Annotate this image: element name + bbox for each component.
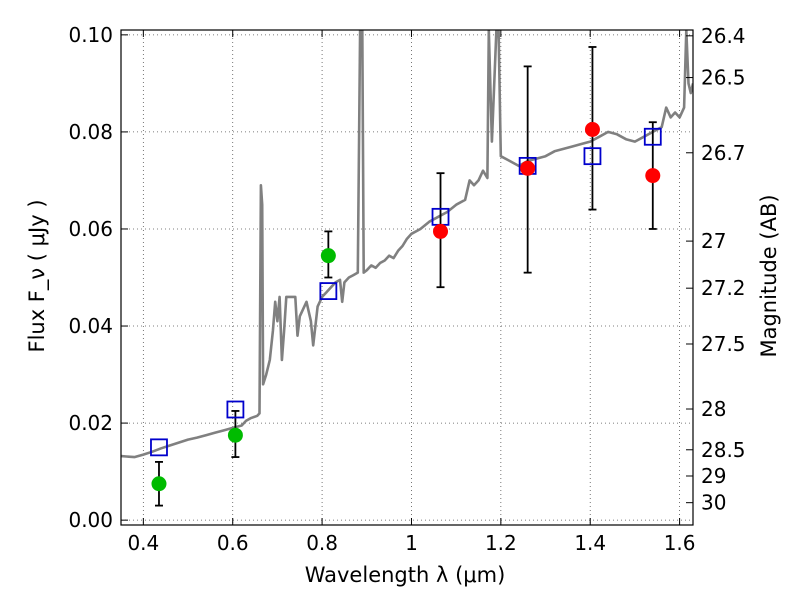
model-square-marker [319,282,338,300]
x-tick-label: 1.2 [485,531,517,555]
tick-labels: 0.4 0.6 0.8 1 1.2 1.4 1.6 0.00 0.02 0.04 0.06 0.08 0… [68,23,745,555]
tick-marks [121,30,693,525]
y-tick-label: 0.02 [68,411,113,435]
mag-tick-label: 26.4 [701,24,746,48]
x-tick-label: 0.8 [306,531,338,555]
mag-tick-label: 27.2 [701,276,746,300]
y-tick-label: 0.04 [68,314,113,338]
mag-tick-label: 26.7 [701,141,746,165]
observed-point-marker [227,427,243,443]
mag-tick-label: 27 [701,229,726,253]
mag-tick-label: 28.5 [701,438,746,462]
observed-point-marker [645,168,661,184]
y-axis-label-left: Flux F_ν ( μJy ) [25,199,50,352]
y-tick-label: 0.10 [68,23,113,47]
x-tick-label: 1.4 [574,531,606,555]
y-tick-label: 0.00 [68,508,113,532]
model-square-marker [583,147,602,166]
mag-tick-label: 29 [701,464,726,488]
grid-lines [121,30,693,525]
markers-layer [150,46,662,507]
x-tick-label: 0.4 [127,531,159,555]
mag-tick-label: 28 [701,397,726,421]
model-square-marker [226,400,245,419]
y-tick-label: 0.08 [68,120,113,144]
observed-point-marker [320,248,336,264]
x-axis-label: Wavelength λ (μm) [305,563,506,587]
y-axis-label-right: Magnitude (AB) [757,194,781,357]
mag-tick-label: 30 [701,491,726,515]
spectrum-line [121,30,693,459]
x-tick-label: 1.6 [664,531,696,555]
observed-point-marker [584,121,600,137]
y-tick-label: 0.06 [68,217,113,241]
x-tick-label: 1 [405,531,418,555]
model-square-marker [643,127,662,146]
observed-point-marker [433,223,449,239]
mag-tick-label: 26.5 [701,66,746,90]
plot-frame [120,29,694,526]
model-square-marker [150,438,168,457]
observed-point-marker [520,160,536,176]
mag-tick-label: 27.5 [701,332,746,356]
x-tick-label: 0.6 [217,531,249,555]
spectrum-layer [121,30,693,459]
observed-point-marker [151,476,167,492]
